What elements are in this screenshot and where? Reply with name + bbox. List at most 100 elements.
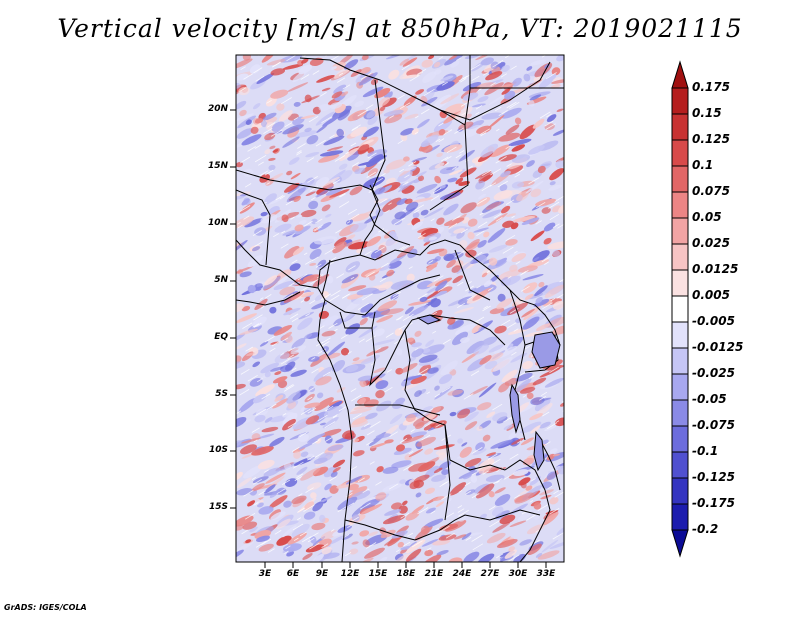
field-patch <box>334 237 347 247</box>
field-patch <box>559 402 564 407</box>
field-speckle <box>554 195 564 203</box>
field-speckle <box>434 528 439 531</box>
field-patch <box>457 168 466 174</box>
field-speckle <box>287 354 294 360</box>
field-patch <box>344 296 364 313</box>
field-speckle <box>561 400 564 403</box>
field-patch <box>298 439 319 450</box>
field-patch <box>498 132 521 142</box>
field-patch <box>488 92 509 106</box>
field-speckle <box>388 202 392 206</box>
field-patch <box>303 333 313 340</box>
field-patch <box>495 257 507 267</box>
field-speckle <box>478 88 482 91</box>
field-patch <box>297 433 310 442</box>
field-speckle <box>472 447 483 454</box>
field-speckle <box>398 324 406 330</box>
field-patch <box>374 87 391 99</box>
field-patch <box>314 186 334 198</box>
field-patch <box>489 144 511 158</box>
field-speckle <box>446 146 457 154</box>
field-speckle <box>483 305 489 309</box>
field-speckle <box>500 73 508 78</box>
field-patch <box>436 217 445 225</box>
field-speckle <box>554 491 564 498</box>
country-borders <box>236 55 564 562</box>
field-patch <box>283 500 292 508</box>
field-speckle <box>411 540 423 548</box>
field-patch <box>370 249 382 259</box>
field-speckle <box>283 384 295 392</box>
field-speckle <box>238 205 251 213</box>
field-patch <box>427 367 439 374</box>
field-patch <box>236 100 247 110</box>
field-patch <box>463 124 482 138</box>
field-patch <box>309 248 322 260</box>
field-speckle <box>540 391 548 397</box>
colorbar-swatch <box>671 113 689 141</box>
field-patch <box>349 222 367 233</box>
field-patch <box>408 448 424 458</box>
field-speckle <box>397 317 402 321</box>
field-patch <box>477 402 492 411</box>
field-patch <box>283 290 305 303</box>
field-patch <box>306 453 315 460</box>
field-patch <box>519 539 532 546</box>
field-speckle <box>430 218 435 222</box>
field-patch <box>268 157 276 161</box>
field-patch <box>391 530 408 539</box>
field-speckle <box>315 263 322 268</box>
field-speckle <box>495 156 507 164</box>
field-patch <box>390 293 399 300</box>
field-patch <box>473 344 490 355</box>
field-speckle <box>339 193 347 198</box>
field-patch <box>261 55 276 63</box>
field-speckle <box>276 488 286 495</box>
field-patch <box>254 118 264 124</box>
field-speckle <box>399 244 411 252</box>
field-speckle <box>351 516 359 522</box>
field-patch <box>467 218 478 227</box>
field-patch <box>404 306 414 315</box>
field-patch <box>276 535 292 546</box>
field-patch <box>490 439 513 449</box>
field-patch <box>293 451 302 459</box>
field-speckle <box>400 512 410 519</box>
field-patch <box>521 217 540 225</box>
field-speckle <box>293 461 304 469</box>
field-speckle <box>438 138 445 143</box>
field-speckle <box>350 142 357 147</box>
field-patch <box>447 389 464 396</box>
field-patch <box>549 181 556 186</box>
field-patch <box>473 227 489 233</box>
field-patch <box>289 263 301 271</box>
field-patch <box>481 112 503 120</box>
field-speckle <box>347 351 352 354</box>
field-patch <box>472 448 487 456</box>
field-speckle <box>496 480 500 484</box>
field-patch <box>405 511 420 521</box>
field-patch <box>517 509 533 522</box>
field-patch <box>492 412 508 422</box>
field-patch <box>341 274 359 284</box>
field-speckle <box>416 71 423 76</box>
field-patch <box>402 57 418 67</box>
field-speckle <box>548 201 560 209</box>
field-speckle <box>508 554 520 562</box>
field-patch <box>509 520 527 527</box>
field-patch <box>249 526 258 533</box>
colorbar-label: 0.005 <box>692 288 730 302</box>
field-speckle <box>471 534 483 542</box>
field-patch <box>236 191 251 197</box>
field-patch <box>424 207 444 218</box>
field-patch <box>439 523 459 531</box>
field-speckle <box>243 73 253 80</box>
field-patch <box>308 200 319 210</box>
field-patch <box>488 244 508 253</box>
field-speckle <box>317 348 327 355</box>
field-patch <box>527 543 542 556</box>
field-speckle <box>480 132 487 137</box>
field-speckle <box>452 166 458 170</box>
field-patch <box>525 485 533 491</box>
field-patch <box>488 352 504 362</box>
